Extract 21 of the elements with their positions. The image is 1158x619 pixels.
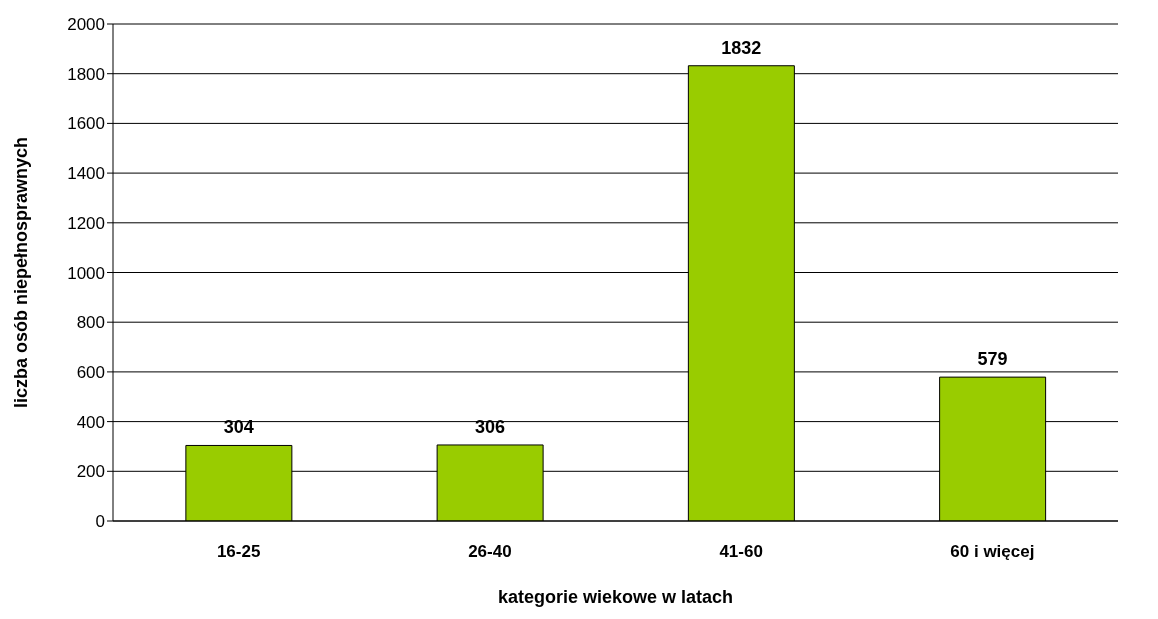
y-tick-label: 1400 [67, 164, 105, 184]
y-tick-label: 400 [76, 412, 105, 432]
y-tick-label: 200 [76, 462, 105, 482]
y-tick-label: 2000 [67, 15, 105, 35]
x-axis-title: kategorie wiekowe w latach [497, 587, 734, 607]
y-tick-label: 1800 [67, 64, 105, 84]
data-label: 304 [223, 417, 254, 438]
y-tick-label: 1600 [67, 114, 105, 134]
x-tick-label: 16-25 [216, 542, 261, 562]
x-tick-label: 60 i więcej [950, 542, 1035, 562]
y-tick-label: 0 [95, 512, 105, 532]
x-tick-label: 26-40 [468, 542, 512, 562]
data-label: 306 [475, 416, 506, 437]
data-label: 1832 [721, 37, 762, 58]
y-tick-label: 600 [76, 362, 105, 382]
y-tick-label: 1200 [67, 213, 105, 233]
x-tick-label: 41-60 [719, 542, 763, 562]
y-axis-title: liczba osób niepełnosprawnych [11, 136, 32, 409]
y-tick-label: 1000 [67, 263, 105, 283]
data-label: 579 [977, 349, 1008, 370]
y-tick-label: 800 [76, 313, 105, 333]
